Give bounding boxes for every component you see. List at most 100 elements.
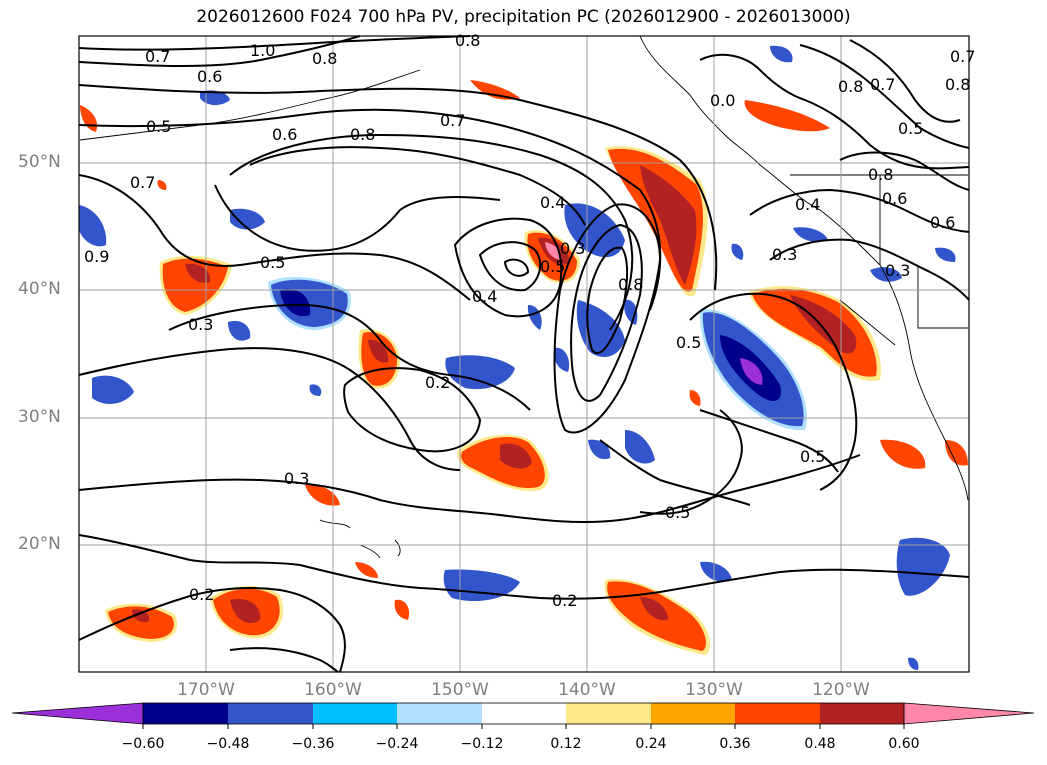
coastline-alaska xyxy=(639,35,881,266)
contour-label: 0.6 xyxy=(882,189,907,208)
precip-negative-region xyxy=(228,320,251,341)
contour-label: 0.6 xyxy=(272,125,297,144)
colorbar xyxy=(11,702,1035,729)
contour-label: 0.5 xyxy=(260,253,285,272)
state-borders xyxy=(790,174,968,346)
contour-label: 0.7 xyxy=(130,173,155,192)
colorbar-tick-label: 0.24 xyxy=(635,736,667,752)
contour-label: 0.4 xyxy=(472,287,497,306)
lon-label: 120°W xyxy=(812,680,870,700)
precip-positive-region xyxy=(880,439,926,469)
contour-label: 0.5 xyxy=(898,119,923,138)
contour-label: 0.8 xyxy=(350,125,375,144)
precip-negative-region xyxy=(740,358,763,385)
precip-positive-region xyxy=(162,258,228,312)
contour-label: 0.2 xyxy=(552,591,577,610)
contour-label: 0.7 xyxy=(145,47,170,66)
contour-label: 0.7 xyxy=(440,111,465,130)
lat-label: 50°N xyxy=(18,152,61,172)
contour-label: 0.7 xyxy=(870,75,895,94)
precip-negative-region xyxy=(554,347,570,372)
contour-label: 0.6 xyxy=(197,67,222,86)
precip-positive-region xyxy=(305,484,340,506)
precip-negative-region xyxy=(445,355,515,390)
map-plot-area xyxy=(79,36,969,672)
colorbar-tick-label: −0.48 xyxy=(206,736,250,752)
contour-label: 0.8 xyxy=(455,31,480,50)
lat-label: 30°N xyxy=(18,407,61,427)
contour-label: 0.5 xyxy=(146,117,171,136)
contour-label: 0.4 xyxy=(795,195,820,214)
precip-negative-region xyxy=(908,657,919,670)
contour-label: 0.8 xyxy=(618,275,643,294)
contour-label: 0.7 xyxy=(950,47,975,66)
map-gridlines xyxy=(79,36,969,672)
contour-label: 0.3 xyxy=(284,469,309,488)
contour-label: 0.8 xyxy=(868,165,893,184)
colorbar-segment xyxy=(482,703,566,724)
precip-positive-region xyxy=(132,609,150,623)
colorbar-segment xyxy=(397,703,482,724)
precip-negative-region xyxy=(731,243,744,260)
lon-label: 140°W xyxy=(558,680,616,700)
precip-negative-region xyxy=(443,569,520,602)
pv-contour xyxy=(229,133,634,331)
pv-contour xyxy=(453,217,563,318)
precip-negative-region xyxy=(280,289,311,317)
colorbar-segment xyxy=(651,703,735,724)
map-title: 2026012600 F024 700 hPa PV, precipitatio… xyxy=(196,7,851,27)
precip-negative-region xyxy=(935,247,956,262)
contour-label: 0.8 xyxy=(838,77,863,96)
contour-label: 0.8 xyxy=(312,49,337,68)
colorbar-extend-low xyxy=(11,702,144,725)
colorbar-tick-marks xyxy=(142,724,905,729)
colorbar-tick-label: −0.24 xyxy=(375,736,419,752)
pv-contour xyxy=(78,108,662,311)
pv-contour xyxy=(249,146,586,226)
pv-contour xyxy=(503,258,530,277)
contour-label: 0.3 xyxy=(885,261,910,280)
pv-contours xyxy=(78,35,970,673)
pv-contour xyxy=(478,241,542,292)
precip-positive-region xyxy=(545,242,561,260)
pv-contour xyxy=(839,151,970,191)
contour-label: 0.5 xyxy=(800,447,825,466)
coastlines xyxy=(79,35,969,559)
pv-contour xyxy=(599,439,751,506)
colorbar-tick-label: −0.12 xyxy=(460,736,504,752)
pv-contour xyxy=(78,84,718,291)
colorbar-tick-label: −0.36 xyxy=(291,736,335,752)
precip-positive-region xyxy=(689,390,701,406)
colorbar-tick-label: 0.60 xyxy=(888,736,920,752)
precip-positive-region xyxy=(790,295,857,354)
precip-positive-region xyxy=(752,288,877,377)
pv-contour xyxy=(699,53,970,170)
precip-negative-region xyxy=(700,561,732,582)
contour-label: 0.3 xyxy=(772,245,797,264)
pv-contour xyxy=(639,409,743,515)
precip-positive-region xyxy=(185,263,211,283)
lon-label: 150°W xyxy=(431,680,489,700)
colorbar-segment xyxy=(735,703,820,724)
contour-label: 0.3 xyxy=(560,239,585,258)
pv-contour xyxy=(699,409,839,473)
pv-contour xyxy=(78,534,970,600)
colorbar-tick-label: 0.36 xyxy=(719,736,751,752)
contour-label: 0.5 xyxy=(676,333,701,352)
contour-label: 0.2 xyxy=(425,373,450,392)
contour-label: 0.6 xyxy=(930,213,955,232)
lon-label: 130°W xyxy=(685,680,743,700)
lon-label: 170°W xyxy=(177,680,235,700)
pv-contour xyxy=(78,454,861,524)
precip-negative-region xyxy=(793,227,828,242)
precip-negative-region xyxy=(625,430,655,464)
pv-contour xyxy=(749,188,970,233)
colorbar-outline xyxy=(142,702,905,725)
precip-negative-region xyxy=(870,267,902,282)
colorbar-segment xyxy=(313,703,397,724)
coastline-northamerica xyxy=(879,264,969,501)
colorbar-segment xyxy=(566,703,651,724)
contour-label: 0.9 xyxy=(84,247,109,266)
contour-labels: 0.7 1.0 0.8 0.8 0.6 0.5 0.6 0.8 0.7 0.7 … xyxy=(84,31,975,610)
